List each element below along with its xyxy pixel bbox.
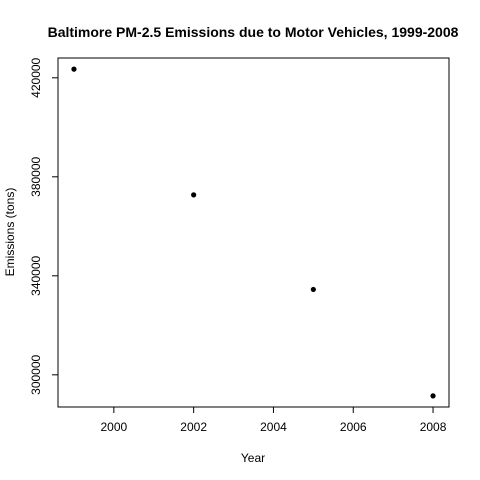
y-tick-label: 380000 [29, 156, 43, 196]
x-axis: 2000 2002 2004 2006 2008 [101, 406, 447, 434]
x-axis-label: Year [241, 451, 265, 465]
y-axis: 300000 340000 380000 420000 [29, 57, 59, 395]
x-tick-label: 2000 [101, 420, 128, 434]
data-points [71, 66, 436, 399]
data-point [430, 393, 436, 399]
y-tick-label: 420000 [29, 57, 43, 97]
x-tick-label: 2006 [340, 420, 367, 434]
y-tick-label: 340000 [29, 255, 43, 295]
x-tick-label: 2004 [260, 420, 287, 434]
data-point [310, 286, 316, 293]
x-tick-label: 2008 [420, 420, 447, 434]
data-point [191, 192, 197, 198]
y-tick-label: 300000 [29, 354, 43, 394]
x-tick-label: 2002 [180, 420, 207, 434]
y-axis-label: Emissions (tons) [3, 188, 17, 277]
data-point [71, 66, 77, 72]
plot-frame [57, 57, 450, 408]
chart-title: Baltimore PM-2.5 Emissions due to Motor … [48, 24, 459, 40]
